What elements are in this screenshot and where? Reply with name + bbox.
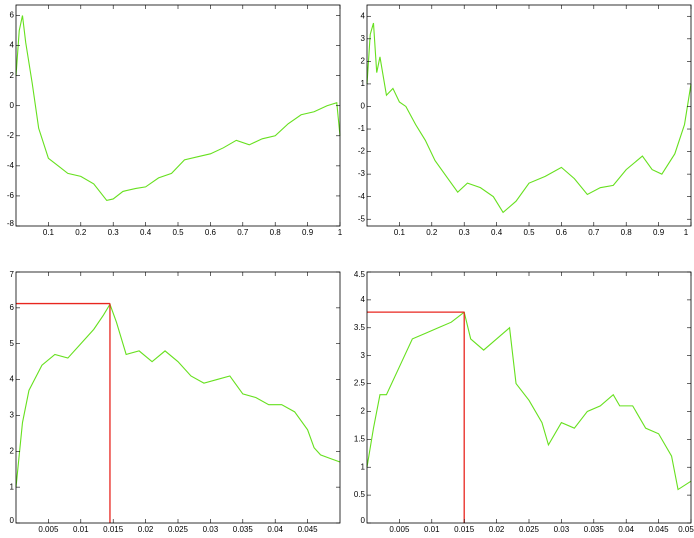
x-tick-label: 0.3 <box>459 228 471 237</box>
y-tick-label: -8 <box>7 219 15 228</box>
y-tick-label: 0 <box>10 516 15 525</box>
x-tick-label: 0.9 <box>302 228 314 237</box>
x-tick-label: 0.045 <box>649 525 670 533</box>
subplot: 0.1 0.2 0.3 0.4 0.5 0.6 0.7 0.8 0.9 1 -8 -6 -4 -2 0 2 4 6 <box>7 4 343 237</box>
axes-frame <box>15 4 341 227</box>
x-tick-label: 0.03 <box>203 525 219 533</box>
data-line <box>15 15 341 202</box>
x-tick-label: 0.005 <box>38 525 59 533</box>
x-tick-label: 1 <box>684 228 689 237</box>
y-tick-label: 0 <box>10 101 15 110</box>
y-tick-label: 1.5 <box>354 434 366 443</box>
y-tick-label: 4 <box>361 295 366 304</box>
y-tick-label: 2.5 <box>354 379 366 388</box>
x-tick-label: 0.02 <box>489 525 505 533</box>
x-tick-label: 0.4 <box>140 228 152 237</box>
subplot: 0.1 0.2 0.3 0.4 0.5 0.6 0.7 0.8 0.9 1 -5 -4 -3 -2 -1 0 1… <box>358 4 692 237</box>
axes-frame <box>15 271 341 524</box>
x-tick-label: 0.6 <box>556 228 568 237</box>
x-tick-label: 0.025 <box>168 525 189 533</box>
y-tick-label: 0.5 <box>354 490 366 499</box>
y-tick-label: 3 <box>361 34 366 43</box>
x-tick-label: 0.04 <box>267 525 283 533</box>
y-tick-label: 2 <box>361 56 366 65</box>
x-tick-label: 0.045 <box>298 525 319 533</box>
x-tick-label: 0.7 <box>588 228 600 237</box>
data-line <box>15 302 341 488</box>
axes-frame <box>366 4 692 227</box>
y-tick-label: 4 <box>361 11 366 20</box>
y-tick-label: 4 <box>10 41 15 50</box>
y-tick-label: -4 <box>358 192 366 201</box>
y-tick-label: -2 <box>7 131 15 140</box>
y-tick-label: 7 <box>10 270 15 279</box>
y-tick-label: 5 <box>10 339 15 348</box>
y-tick-label: -6 <box>7 191 15 200</box>
x-tick-label: 0.1 <box>394 228 406 237</box>
x-tick-label: 1 <box>338 228 343 237</box>
y-tick-label: 3 <box>361 351 366 360</box>
x-tick-label: 0.8 <box>621 228 633 237</box>
x-tick-label: 0.2 <box>426 228 438 237</box>
x-tick-label: 0.03 <box>554 525 570 533</box>
y-tick-label: 4 <box>10 375 15 384</box>
x-tick-label: 0.015 <box>454 525 475 533</box>
x-tick-label: 0.5 <box>172 228 184 237</box>
x-tick-label: 0.4 <box>491 228 503 237</box>
y-tick-label: 4.5 <box>354 270 366 279</box>
x-tick-label: 0.5 <box>523 228 535 237</box>
y-tick-label: -3 <box>358 169 366 178</box>
y-tick-label: 6 <box>10 11 15 20</box>
y-tick-label: 1 <box>361 79 366 88</box>
x-tick-label: 0.01 <box>73 525 89 533</box>
x-tick-label: 0.9 <box>653 228 665 237</box>
x-tick-label: 0.6 <box>205 228 217 237</box>
data-line <box>366 22 692 214</box>
x-tick-label: 0.7 <box>237 228 249 237</box>
y-tick-label: 3 <box>10 411 15 420</box>
y-tick-label: 1 <box>10 482 15 491</box>
x-tick-label: 0.04 <box>618 525 634 533</box>
y-tick-label: 0 <box>361 102 366 111</box>
subplot: 0.005 0.01 0.015 0.02 0.025 0.03 0.035 0.04 0.04… <box>10 270 341 534</box>
axes-frame <box>366 271 692 524</box>
data-line <box>366 311 692 491</box>
y-tick-label: 0 <box>361 516 366 525</box>
y-tick-label: 1 <box>361 462 366 471</box>
subplot: 0.005 0.01 0.015 0.02 0.025 0.03 0.035 0.04 0.04… <box>354 270 694 534</box>
x-tick-label: 0.3 <box>108 228 120 237</box>
y-tick-label: 2 <box>10 446 15 455</box>
y-tick-label: -5 <box>358 214 366 223</box>
x-tick-label: 0.025 <box>519 525 540 533</box>
x-tick-label: 0.1 <box>43 228 55 237</box>
x-tick-label: 0.015 <box>103 525 124 533</box>
x-tick-label: 0.05 <box>678 525 694 533</box>
y-tick-label: -4 <box>7 161 15 170</box>
x-tick-label: 0.8 <box>270 228 282 237</box>
y-tick-label: 2 <box>10 71 15 80</box>
y-tick-label: -2 <box>358 147 366 156</box>
x-tick-label: 0.005 <box>389 525 410 533</box>
x-tick-label: 0.2 <box>75 228 87 237</box>
x-tick-label: 0.035 <box>233 525 254 533</box>
x-tick-label: 0.02 <box>138 525 154 533</box>
y-tick-label: 3.5 <box>354 323 366 332</box>
x-tick-label: 0.035 <box>584 525 605 533</box>
y-tick-label: 2 <box>361 407 366 416</box>
x-tick-label: 0.01 <box>424 525 440 533</box>
y-tick-label: -1 <box>358 124 366 133</box>
y-tick-label: 6 <box>10 303 15 312</box>
